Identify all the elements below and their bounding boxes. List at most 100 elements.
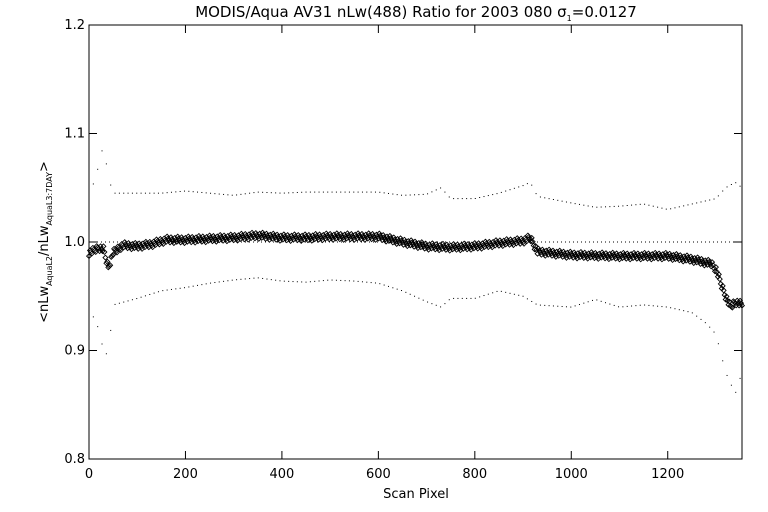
data-point [652, 249, 659, 256]
data-point [270, 192, 272, 194]
data-point [561, 200, 563, 202]
data-point [201, 191, 203, 193]
data-point [443, 241, 450, 248]
x-tick-label: 1000 [555, 467, 588, 482]
data-point [361, 191, 363, 193]
data-point [401, 236, 408, 243]
data-point [589, 251, 596, 258]
data-point [602, 250, 610, 257]
data-point [118, 302, 120, 304]
data-point [527, 238, 534, 245]
data-point [97, 326, 99, 328]
data-point [418, 194, 420, 196]
data-point [244, 278, 246, 280]
data-point [435, 304, 437, 306]
data-point [726, 186, 728, 188]
data-point [561, 250, 568, 257]
data-point [704, 200, 706, 202]
data-point [678, 206, 680, 208]
data-point [493, 237, 500, 244]
data-point [386, 232, 393, 239]
x-axis-title: Scan Pixel [383, 487, 449, 502]
data-point [179, 190, 181, 192]
data-point [448, 196, 450, 198]
data-point [149, 192, 151, 194]
data-point [708, 263, 715, 270]
data-point [327, 279, 329, 281]
data-point [600, 251, 607, 258]
data-point [344, 191, 346, 193]
data-point [103, 260, 110, 267]
data-point [722, 190, 724, 192]
data-point [266, 278, 268, 280]
data-point [505, 291, 507, 293]
data-point [709, 199, 711, 201]
data-point [113, 249, 121, 256]
data-point [262, 191, 264, 193]
data-point [221, 232, 228, 239]
data-point [157, 192, 159, 194]
data-point [574, 305, 576, 307]
data-point [539, 196, 541, 198]
data-point [652, 305, 654, 307]
data-point [635, 305, 637, 307]
data-point [707, 261, 714, 268]
x-tick-label: 1200 [651, 467, 684, 482]
data-point [503, 236, 510, 243]
data-point [197, 191, 199, 193]
data-point [663, 251, 670, 258]
data-point [694, 254, 701, 261]
data-point [720, 287, 727, 294]
data-point [546, 246, 553, 253]
data-point [439, 240, 447, 247]
data-point [700, 318, 702, 320]
data-point [722, 360, 724, 362]
data-point [496, 290, 498, 292]
data-point [507, 236, 514, 243]
data-point [600, 206, 602, 208]
data-point [175, 288, 177, 290]
data-point [197, 284, 199, 286]
data-point [217, 231, 224, 239]
data-point [423, 242, 430, 249]
data-point [587, 301, 589, 303]
data-point [392, 193, 394, 195]
data-point [188, 286, 190, 288]
data-point [609, 206, 611, 208]
data-point [644, 304, 646, 306]
data-point [717, 343, 719, 345]
data-point [102, 254, 109, 261]
data-point [223, 280, 225, 282]
data-point [717, 195, 719, 197]
data-point [422, 299, 424, 301]
data-point [107, 262, 114, 269]
x-tick-label: 200 [173, 467, 198, 482]
data-point [582, 251, 589, 258]
data-point [264, 232, 271, 239]
data-point [412, 240, 420, 247]
data-point [514, 235, 521, 242]
data-point [162, 290, 164, 292]
data-point [357, 280, 359, 282]
data-point [195, 232, 202, 240]
data-point [381, 234, 388, 241]
data-point [552, 198, 554, 200]
data-point [578, 250, 585, 257]
data-point [735, 391, 737, 393]
data-point [201, 284, 203, 286]
data-point [556, 247, 563, 254]
data-point [657, 305, 659, 307]
data-point [709, 326, 711, 328]
data-point [450, 241, 457, 248]
data-point [670, 208, 672, 210]
data-point [618, 306, 620, 308]
data-point [474, 297, 476, 299]
data-point [114, 192, 116, 194]
data-point [557, 199, 559, 201]
data-point [557, 305, 559, 307]
data-point [369, 230, 376, 238]
data-point [118, 192, 120, 194]
data-point [609, 303, 611, 305]
data-point [553, 248, 560, 255]
data-point [249, 192, 251, 194]
